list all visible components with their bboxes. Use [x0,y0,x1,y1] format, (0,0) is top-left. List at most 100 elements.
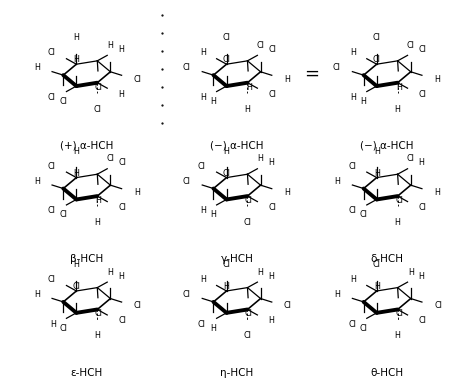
Text: Cl: Cl [118,203,126,212]
Text: H: H [210,324,217,333]
Text: Cl: Cl [360,324,367,333]
Text: β-HCH: β-HCH [70,254,103,264]
Text: H: H [224,147,229,156]
Text: Cl: Cl [256,41,264,50]
Text: H: H [96,196,101,205]
Text: H: H [395,331,401,340]
Text: H: H [419,272,424,281]
Text: Cl: Cl [182,290,190,299]
Text: (−) α-HCH: (−) α-HCH [360,141,414,151]
Text: Cl: Cl [223,260,230,269]
Text: H: H [257,154,264,163]
Text: Cl: Cl [118,316,126,325]
Text: H: H [334,177,340,186]
Text: H: H [73,260,79,269]
Text: Cl: Cl [332,63,340,72]
Text: H: H [200,93,206,102]
Text: H: H [210,210,217,219]
Text: =: = [305,64,319,82]
Text: Cl: Cl [118,158,126,167]
Text: ε-HCH: ε-HCH [71,368,103,378]
Text: Cl: Cl [198,162,206,171]
Text: H: H [73,168,79,178]
Text: Cl: Cl [434,301,442,311]
Text: H: H [284,188,290,197]
Text: Cl: Cl [373,260,381,269]
Text: Cl: Cl [48,162,55,171]
Text: H: H [374,168,380,178]
Text: Cl: Cl [284,301,292,311]
Text: Cl: Cl [268,203,276,212]
Text: H: H [374,282,380,291]
Text: H: H [94,218,100,227]
Text: H: H [34,290,40,299]
Text: δ-HCH: δ-HCH [371,254,404,264]
Text: H: H [224,282,229,291]
Text: Cl: Cl [59,97,67,106]
Text: H: H [200,275,206,284]
Text: Cl: Cl [48,275,55,284]
Text: H: H [268,272,274,281]
Text: H: H [245,104,250,114]
Text: H: H [34,177,40,186]
Text: H: H [395,218,401,227]
Text: Cl: Cl [244,218,251,227]
Text: Cl: Cl [59,324,67,333]
Text: Cl: Cl [48,48,55,57]
Text: Cl: Cl [395,309,403,319]
Text: H: H [408,268,414,277]
Text: Cl: Cl [245,196,253,205]
Text: Cl: Cl [223,33,230,42]
Text: H: H [108,41,113,50]
Text: θ-HCH: θ-HCH [371,368,404,378]
Text: H: H [73,55,79,64]
Text: H: H [134,188,140,197]
Text: H: H [334,290,340,299]
Text: H: H [350,93,356,102]
Text: Cl: Cl [373,33,381,42]
Text: H: H [350,275,356,284]
Text: H: H [396,83,402,92]
Text: Cl: Cl [93,104,101,114]
Text: Cl: Cl [419,203,426,212]
Text: Cl: Cl [373,55,381,64]
Text: Cl: Cl [419,316,426,325]
Text: H: H [73,147,79,156]
Text: Cl: Cl [268,45,276,54]
Text: Cl: Cl [95,309,102,319]
Text: Cl: Cl [59,210,67,219]
Text: H: H [361,97,366,106]
Text: Cl: Cl [73,282,80,291]
Text: H: H [73,33,79,42]
Text: (−) α-HCH: (−) α-HCH [210,141,264,151]
Text: Cl: Cl [198,320,206,329]
Text: H: H [268,316,274,325]
Text: Cl: Cl [245,309,253,319]
Text: H: H [118,45,124,54]
Text: H: H [210,97,217,106]
Text: H: H [118,90,124,99]
Text: Cl: Cl [268,90,276,99]
Text: H: H [257,268,264,277]
Text: H: H [268,158,274,167]
Text: (+) α-HCH: (+) α-HCH [60,141,114,151]
Text: H: H [200,48,206,57]
Text: Cl: Cl [407,41,415,50]
Text: Cl: Cl [134,75,142,83]
Text: H: H [34,63,40,72]
Text: H: H [246,83,252,92]
Text: Cl: Cl [95,83,102,92]
Text: Cl: Cl [360,210,367,219]
Text: H: H [374,147,380,156]
Text: H: H [108,268,113,277]
Text: H: H [434,75,440,83]
Text: Cl: Cl [107,154,114,163]
Text: Cl: Cl [419,45,426,54]
Text: Cl: Cl [348,162,356,171]
Text: H: H [395,104,401,114]
Text: Cl: Cl [223,55,230,64]
Text: Cl: Cl [348,207,356,215]
Text: Cl: Cl [223,168,230,178]
Text: Cl: Cl [395,196,403,205]
Text: H: H [350,48,356,57]
